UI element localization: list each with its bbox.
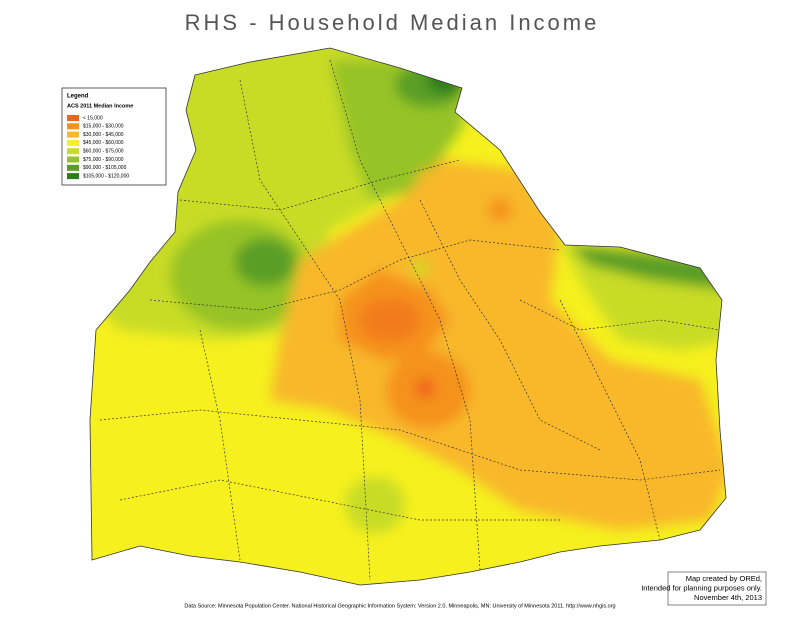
legend-swatch: [67, 148, 79, 155]
credit-line: November 4th, 2013: [694, 593, 762, 602]
legend-label: $60,000 - $75,000: [83, 149, 124, 155]
legend-swatch: [67, 173, 79, 180]
income-surface: [90, 48, 726, 585]
legend-label: $30,000 - $45,000: [83, 132, 124, 138]
credit-box: [667, 571, 767, 606]
credit: Map created by OREd,Intended for plannin…: [641, 574, 762, 602]
legend-label: $105,000 - $120,000: [83, 173, 129, 179]
legend: Legend ACS 2011 Median Income < 15,000 $1…: [61, 87, 167, 186]
legend-swatch: [67, 156, 79, 163]
legend-swatch: [67, 123, 79, 130]
credit-line: Map created by OREd,: [686, 574, 762, 583]
legend-label: $90,000 - $105,000: [83, 165, 127, 171]
legend-label: < 15,000: [83, 115, 103, 121]
legend-swatch: [67, 139, 79, 146]
legend-label: $45,000 - $60,000: [83, 140, 124, 146]
legend-swatch: [67, 131, 79, 138]
data-source: Data Source: Minnesota Population Center…: [184, 603, 615, 609]
legend-label: $15,000 - $30,000: [83, 124, 124, 130]
legend-items: < 15,000 $15,000 - $30,000 $30,000 - $45,0…: [67, 115, 129, 179]
credit-line: Intended for planning purposes only.: [641, 583, 762, 592]
legend-swatch: [67, 115, 79, 121]
legend-label: $75,000 - $90,000: [83, 157, 124, 163]
legend-subtitle: ACS 2011 Median Income: [67, 103, 133, 109]
legend-swatch: [67, 164, 79, 171]
legend-title: Legend: [67, 94, 89, 100]
map-title: RHS - Household Median Income: [185, 10, 600, 35]
legend-box: [61, 87, 167, 186]
